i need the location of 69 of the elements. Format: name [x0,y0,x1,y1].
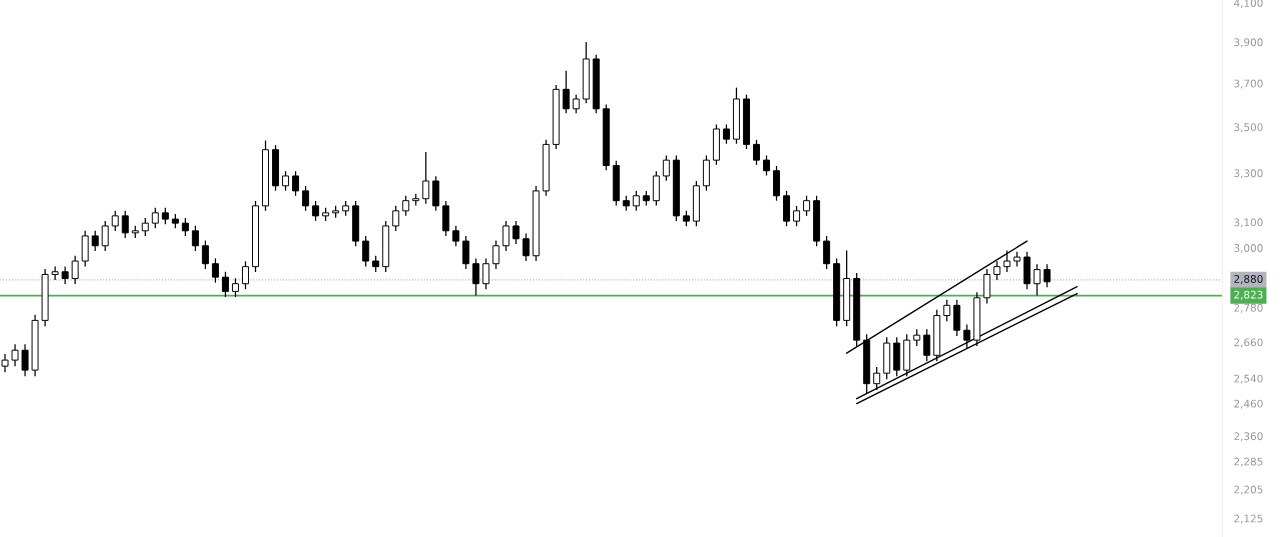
candlestick [873,366,881,391]
candlestick [101,220,109,252]
candlestick [923,328,931,362]
candlestick [282,170,290,192]
candlestick [793,205,801,227]
candlestick [392,205,400,232]
candlestick [292,170,300,197]
candlestick [572,94,580,114]
y-tick-label: 3,000 [1234,244,1263,254]
y-tick-label: 3,900 [1234,38,1263,48]
y-tick-label: 2,460 [1234,399,1263,409]
y-tick-label: 2,125 [1234,514,1263,524]
ref-line-label: 2,880 [1234,275,1263,284]
candlestick [763,154,770,177]
candlestick [662,154,670,182]
candlestick [422,151,430,205]
y-tick-label: 3,500 [1234,123,1263,133]
candlestick [362,235,370,268]
candlestick [823,235,831,270]
y-tick-label: 4,100 [1234,0,1263,9]
candlestick [1,353,9,373]
candlestick [211,257,219,284]
candlestick [562,70,570,114]
candlestick [231,277,239,298]
y-tick-label: 2,780 [1234,303,1263,313]
candlestick [241,260,249,290]
candlestick [1003,249,1011,273]
candlestick [482,257,490,290]
candlestick [221,271,229,298]
candlestick [522,232,530,262]
y-tick-label: 3,700 [1234,79,1263,89]
y-tick-label: 3,300 [1234,169,1263,179]
candlestick [21,343,29,377]
ref-line-label: 2,823 [1234,290,1263,300]
candlestick [943,299,951,322]
y-tick-label: 2,285 [1234,457,1263,467]
y-tick-label: 3,100 [1234,218,1263,228]
candlestick [722,123,730,145]
candlestick [632,190,640,212]
candlestick [502,220,510,252]
y-tick-label: 2,660 [1234,338,1263,348]
candlestick [803,195,811,217]
candlestick [111,210,119,232]
candlestick [191,225,199,252]
candlestick [752,139,760,166]
candlestick [492,239,500,270]
candlestick [402,195,410,217]
candlestick [11,343,19,367]
candlestick [312,200,320,222]
candlestick [983,268,991,305]
candlestick [472,257,480,297]
candlestick [512,220,520,245]
candlestick [121,210,129,239]
candlestick [1043,263,1051,288]
candlestick [51,265,59,281]
candlestick [993,260,1001,281]
candlestick [963,323,971,349]
y-tick-label: 2,205 [1234,485,1263,495]
candlestick [61,265,69,285]
candlestick [1033,263,1041,297]
y-tick-label: 2,540 [1234,374,1263,384]
candlestick [71,255,79,285]
y-tick-label: 2,360 [1234,432,1263,442]
candlestick [302,185,310,212]
candlestick [462,235,470,270]
candlestick [91,230,99,252]
candlestick [452,225,460,247]
candlestick [151,207,159,229]
candlestick [201,239,209,270]
